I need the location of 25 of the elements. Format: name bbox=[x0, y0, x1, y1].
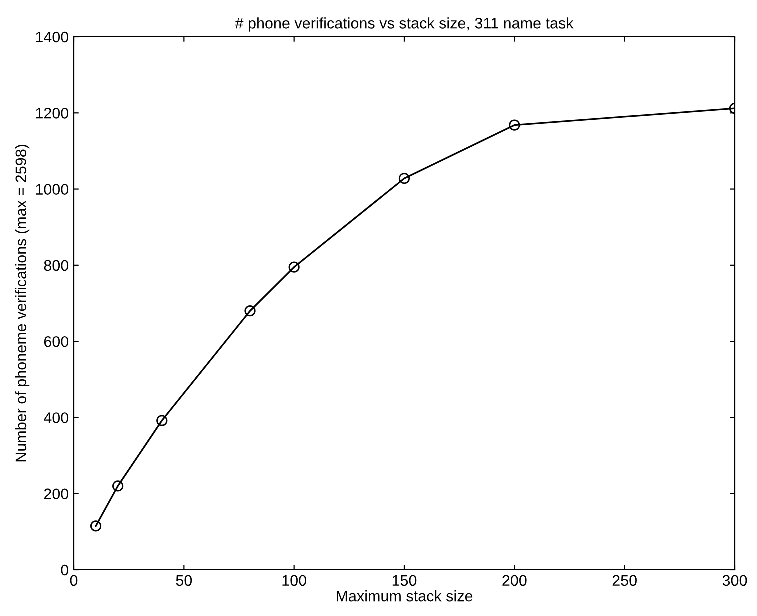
y-tick-label: 400 bbox=[44, 412, 69, 424]
x-tick-label: 200 bbox=[502, 575, 527, 586]
point bbox=[156, 415, 168, 426]
y-tick-label: 600 bbox=[44, 336, 69, 348]
point bbox=[112, 480, 124, 492]
x-tick-label: 150 bbox=[392, 575, 417, 586]
y-tick-label: 1200 bbox=[36, 108, 69, 119]
y-axis-title: Number of phoneme verifications (max = 2598) bbox=[15, 145, 30, 462]
y-tick-label: 1000 bbox=[36, 184, 69, 195]
point bbox=[509, 120, 520, 131]
y-tick-label: 800 bbox=[44, 260, 69, 272]
y-tick-label: 200 bbox=[44, 488, 69, 500]
x-tick-label: 250 bbox=[612, 575, 637, 586]
point bbox=[244, 306, 256, 317]
point bbox=[90, 520, 102, 532]
point bbox=[398, 173, 410, 184]
chart-title: # phone verifications vs stack size, 311 name task bbox=[235, 18, 574, 32]
x-tick-label: 0 bbox=[70, 575, 78, 586]
x-tick-label: 300 bbox=[722, 575, 748, 586]
point bbox=[288, 262, 300, 273]
y-tick-label: 0 bbox=[61, 564, 69, 576]
x-tick-label: 100 bbox=[282, 575, 306, 586]
x-tick-label: 50 bbox=[176, 575, 192, 586]
x-axis-title: Maximum stack size bbox=[336, 590, 473, 602]
y-tick-label: 1400 bbox=[36, 32, 69, 43]
